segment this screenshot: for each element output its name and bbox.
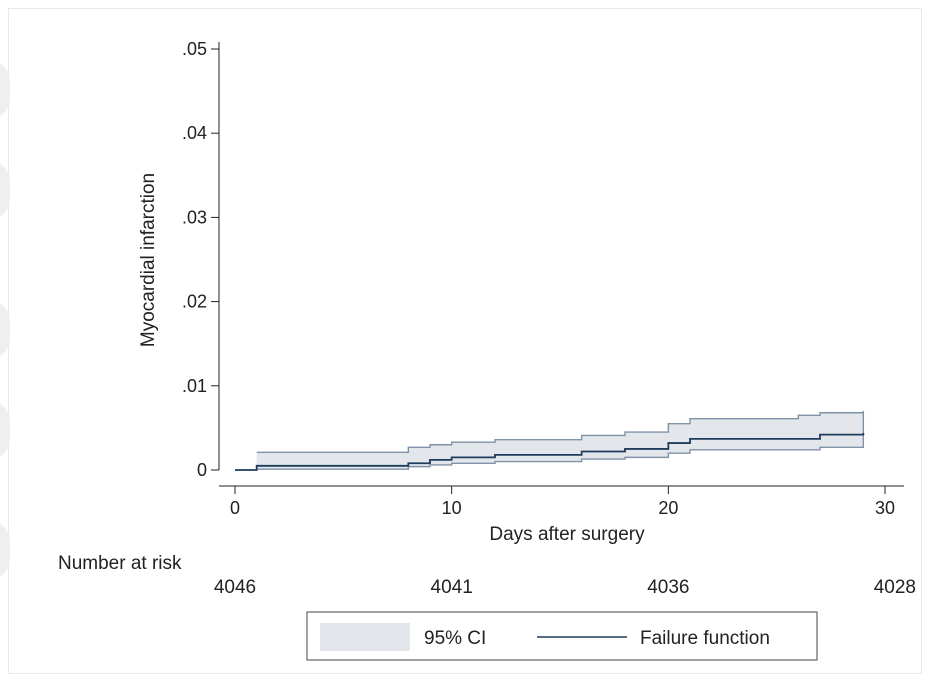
y-tick-label: 0 [197, 460, 207, 480]
x-tick-label: 10 [442, 498, 462, 518]
risk-table-label: Number at risk [58, 553, 182, 574]
legend: 95% CI Failure function [306, 611, 818, 661]
x-tick-label: 20 [658, 498, 678, 518]
failure-function-line [235, 432, 865, 471]
ci-upper-bound [256, 411, 865, 454]
risk-count: 4036 [647, 577, 689, 598]
y-tick-label: .05 [182, 39, 207, 59]
legend-ci-swatch [320, 623, 410, 651]
risk-count: 4046 [214, 577, 256, 598]
plot-area [235, 411, 865, 471]
legend-ci-label: 95% CI [424, 628, 486, 649]
legend-failure-label: Failure function [640, 628, 770, 649]
y-tick-label: .04 [182, 123, 207, 143]
x-tick-label: 30 [875, 498, 895, 518]
background-decoration [0, 400, 10, 460]
risk-table: 4046 4041 4036 4028 [214, 577, 916, 598]
background-decoration [0, 300, 10, 360]
ci-lower-bound [256, 445, 865, 470]
y-tick-label: .01 [182, 376, 207, 396]
background-decoration [0, 60, 10, 120]
background-decoration [0, 160, 10, 220]
risk-count: 4041 [431, 577, 473, 598]
axes: 0 .01 .02 .03 .04 .05 0 10 20 30 [182, 39, 904, 518]
y-tick-label: .02 [182, 292, 207, 312]
y-axis-title: Myocardial infarction [138, 173, 159, 347]
background-decoration [0, 520, 10, 580]
risk-count: 4028 [874, 577, 916, 598]
x-axis-title: Days after surgery [489, 524, 645, 545]
x-tick-label: 0 [230, 498, 240, 518]
y-tick-label: .03 [182, 207, 207, 227]
